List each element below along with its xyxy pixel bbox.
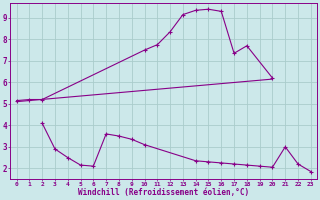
X-axis label: Windchill (Refroidissement éolien,°C): Windchill (Refroidissement éolien,°C) — [78, 188, 249, 197]
